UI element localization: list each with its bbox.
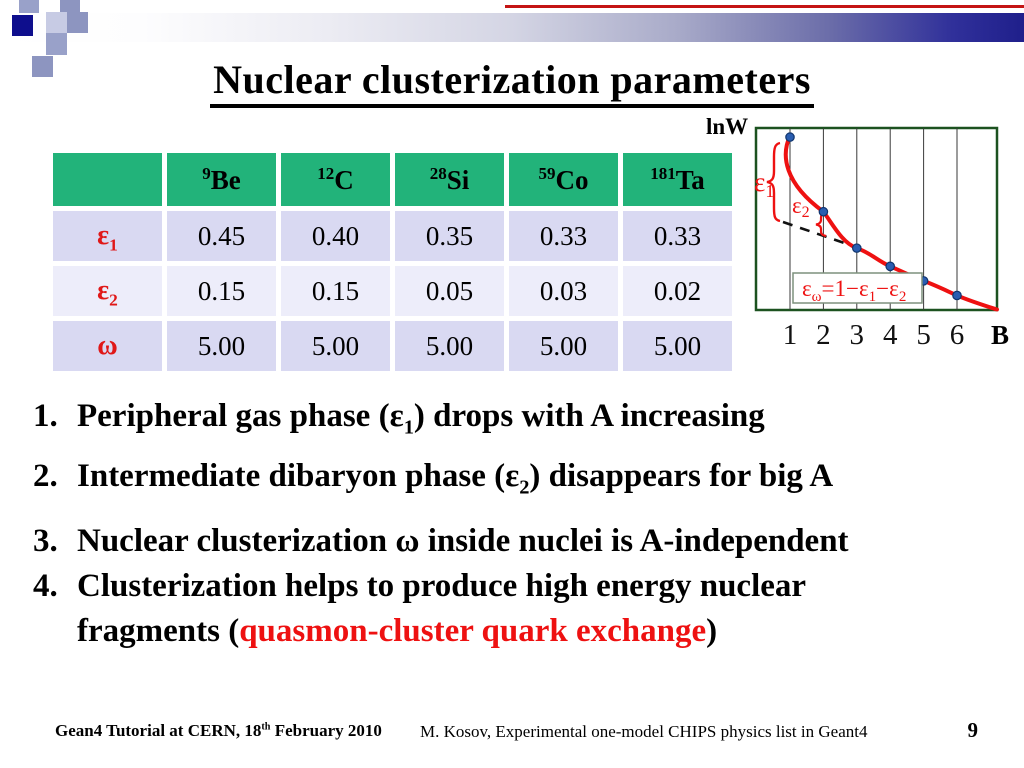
value-cell: 0.02 — [623, 266, 732, 316]
x-tick-3: 3 — [850, 319, 865, 351]
value-cell: 0.35 — [395, 211, 504, 261]
column-header-Be: 9Be — [167, 153, 276, 206]
epsilon1-label: ε1 — [754, 167, 774, 201]
epsilon2-label: ε2 — [792, 193, 810, 221]
data-point — [885, 261, 895, 272]
data-point — [852, 243, 862, 253]
x-axis-label: B — [991, 320, 1009, 350]
x-tick-2: 2 — [816, 319, 831, 351]
column-header-Ta: 181Ta — [623, 153, 732, 206]
value-cell: 5.00 — [509, 321, 618, 371]
formula-text: εω=1−ε1−ε2 — [802, 276, 906, 305]
page-title-text: Nuclear clusterization parameters — [210, 56, 814, 108]
column-header-Co: 59Co — [509, 153, 618, 206]
value-cell: 5.00 — [167, 321, 276, 371]
mosaic-square — [67, 12, 88, 33]
table-corner-cell — [53, 153, 162, 206]
mosaic-square — [19, 0, 39, 13]
bullet-text: Clusterization helps to produce high ene… — [77, 568, 807, 649]
mosaic-square — [60, 0, 80, 13]
epsilon1-brace — [766, 141, 781, 223]
column-header-C: 12C — [281, 153, 390, 206]
x-tick-5: 5 — [916, 319, 931, 351]
page-title: Nuclear clusterization parameters — [0, 56, 1024, 108]
header-red-line — [505, 5, 1024, 8]
bullet-2: 2. Intermediate dibaryon phase (ε2) disa… — [33, 454, 1023, 499]
value-cell: 0.33 — [623, 211, 732, 261]
value-cell: 0.15 — [281, 266, 390, 316]
parameters-table: 9Be 12C 28Si 59Co 181Ta ε1 0.45 0.40 0.35 0.33 0.3… — [48, 148, 737, 376]
bullet-text: Peripheral gas phase (ε1) drops with A i… — [77, 398, 765, 439]
value-cell: 5.00 — [623, 321, 732, 371]
bullet-number: 4. — [33, 568, 58, 604]
bullet-text: Nuclear clusterization ω inside nuclei i… — [77, 523, 849, 559]
value-cell: 5.00 — [395, 321, 504, 371]
column-header-Si: 28Si — [395, 153, 504, 206]
extrapolation-dashed-line — [782, 220, 854, 248]
footer-author: M. Kosov, Experimental one-model CHIPS p… — [420, 722, 868, 741]
x-tick-4: 4 — [883, 319, 898, 351]
bullet-number: 3. — [33, 523, 58, 559]
y-axis-label: lnW — [706, 114, 748, 139]
mosaic-square — [46, 12, 67, 33]
highlight-red-text: quasmon-cluster quark exchange — [239, 613, 707, 649]
bullet-3: 3. Nuclear clusterization ω inside nucle… — [33, 519, 1023, 564]
formula-box — [792, 272, 923, 304]
value-cell: 0.05 — [395, 266, 504, 316]
table-row-epsilon1: ε1 0.45 0.40 0.35 0.33 0.33 — [53, 211, 732, 261]
value-cell: 0.33 — [509, 211, 618, 261]
row-label-epsilon2: ε2 — [53, 266, 162, 316]
page-number: 9 — [967, 718, 979, 742]
value-cell: 0.40 — [281, 211, 390, 261]
data-point — [818, 206, 829, 217]
x-tick-6: 6 — [950, 319, 965, 351]
mosaic-square — [46, 33, 67, 55]
bullet-4: 4. Clusterization helps to produce high … — [33, 564, 1023, 654]
bullet-text: Intermediate dibaryon phase (ε2) disappe… — [77, 458, 834, 499]
value-cell: 0.15 — [167, 266, 276, 316]
bullet-number: 2. — [33, 458, 58, 494]
data-point — [785, 132, 795, 142]
row-label-omega: ω — [53, 321, 162, 371]
row-label-epsilon1: ε1 — [53, 211, 162, 261]
bullet-1: 1. Peripheral gas phase (ε1) drops with … — [33, 394, 1023, 439]
data-point — [952, 290, 962, 301]
table-header-row: 9Be 12C 28Si 59Co 181Ta — [53, 153, 732, 206]
value-cell: 5.00 — [281, 321, 390, 371]
bullet-number: 1. — [33, 398, 58, 434]
table-row-epsilon2: ε2 0.15 0.15 0.05 0.03 0.02 — [53, 266, 732, 316]
mosaic-square — [32, 56, 53, 77]
footer-event: Gean4 Tutorial at CERN, 18th February 20… — [55, 721, 382, 740]
table-row-omega: ω 5.00 5.00 5.00 5.00 5.00 — [53, 321, 732, 371]
mosaic-square — [12, 15, 33, 36]
footer: Gean4 Tutorial at CERN, 18th February 20… — [0, 718, 1024, 751]
value-cell: 0.03 — [509, 266, 618, 316]
value-cell: 0.45 — [167, 211, 276, 261]
x-tick-1: 1 — [783, 319, 798, 351]
header-gradient-bar — [0, 13, 1024, 42]
